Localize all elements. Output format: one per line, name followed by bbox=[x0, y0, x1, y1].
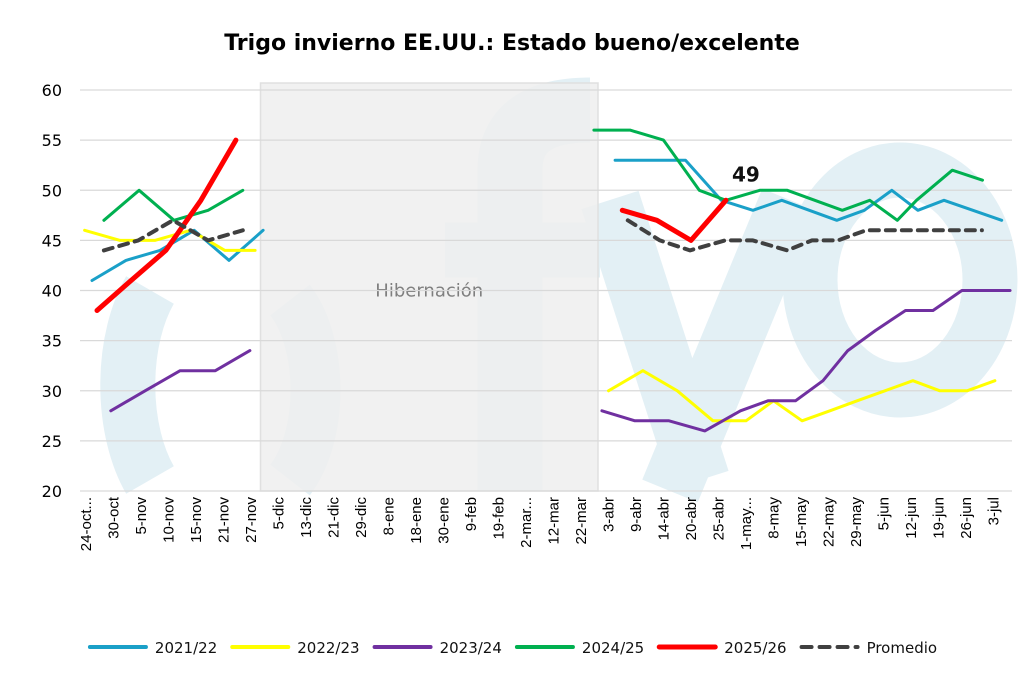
series-line-promedio-segment-1 bbox=[625, 218, 984, 253]
legend-item-promedio: Promedio bbox=[799, 639, 938, 657]
legend-item-2021-22: 2021/22 bbox=[87, 639, 217, 657]
x-tick-label: 9-feb bbox=[463, 497, 480, 531]
x-tick-label: 22-mar bbox=[573, 497, 590, 545]
x-tick-label: 30-ene bbox=[436, 497, 453, 544]
series-line-2021-22-segment-0 bbox=[90, 228, 265, 282]
x-tick-label: 30-oct bbox=[106, 496, 123, 539]
legend-item-2022-23: 2022/23 bbox=[230, 639, 360, 657]
legend-label: 2024/25 bbox=[582, 639, 644, 657]
x-tick-label: 14-abr bbox=[656, 497, 673, 540]
legend-item-2024-25: 2024/25 bbox=[514, 639, 644, 657]
y-tick-label: 40 bbox=[42, 282, 62, 301]
watermark-shape-c bbox=[100, 276, 175, 494]
x-tick-label: 22-may bbox=[821, 497, 838, 548]
series-2024-25 bbox=[102, 128, 984, 222]
x-tick-label: 15-nov bbox=[188, 497, 205, 543]
series-layer bbox=[83, 128, 1012, 433]
x-tick-label: 13-dic bbox=[298, 497, 315, 538]
gridlines bbox=[80, 89, 1012, 492]
series-2023-24 bbox=[109, 289, 1012, 433]
legend-label: 2022/23 bbox=[297, 639, 359, 657]
x-tick-label: 9-abr bbox=[628, 497, 645, 532]
x-tick-label: 20-abr bbox=[683, 497, 700, 540]
x-tick-label: 1-may... bbox=[738, 497, 755, 550]
x-tick-label: 12-mar bbox=[546, 497, 563, 545]
y-axis: 20 25 30 35 40 45 50 55 60 bbox=[42, 81, 62, 501]
y-tick-label: 50 bbox=[42, 181, 62, 200]
series-2025-26 bbox=[94, 137, 729, 313]
data-label-2025-26-last: 49 bbox=[732, 162, 760, 186]
y-tick-label: 55 bbox=[42, 131, 62, 150]
x-tick-label: 12-jun bbox=[903, 497, 920, 539]
series-line-2021-22-segment-1 bbox=[613, 158, 1004, 222]
x-tick-label: 26-jun bbox=[958, 497, 975, 539]
x-tick-label: 19-jun bbox=[931, 497, 948, 539]
legend-item-2025-26: 2025/26 bbox=[656, 639, 787, 657]
series-2021-22 bbox=[90, 158, 1004, 282]
x-tick-label: 3-jul bbox=[986, 497, 1003, 525]
x-tick-label: 25-abr bbox=[711, 497, 728, 540]
x-tick-label: 3-abr bbox=[601, 497, 618, 532]
series-line-promedio-segment-0 bbox=[101, 218, 245, 253]
x-tick-label: 29-dic bbox=[353, 497, 370, 538]
x-tick-label: 8-may bbox=[766, 497, 783, 539]
y-tick-label: 60 bbox=[42, 81, 62, 100]
x-tick-label: 10-nov bbox=[161, 497, 178, 543]
series-line-2023-24-segment-0 bbox=[109, 349, 252, 413]
x-tick-label: 21-dic bbox=[326, 497, 343, 538]
x-tick-label: 18-ene bbox=[408, 497, 425, 544]
x-tick-label: 19-feb bbox=[491, 497, 508, 540]
legend-label: 2021/22 bbox=[155, 639, 217, 657]
legend-label: Promedio bbox=[867, 639, 938, 657]
series-line-2025-26-segment-1 bbox=[619, 197, 729, 243]
y-tick-label: 30 bbox=[42, 382, 62, 401]
x-tick-label: 24-oct... bbox=[78, 497, 95, 551]
series-line-2024-25-segment-0 bbox=[102, 188, 245, 222]
x-tick-label: 5-dic bbox=[271, 497, 288, 530]
series-line-2023-24-segment-1 bbox=[600, 289, 1012, 433]
legend-label: 2023/24 bbox=[440, 639, 502, 657]
x-axis: 24-oct... 30-oct 5-nov 10-nov 15-nov 21-nov 27… bbox=[78, 496, 1003, 551]
series-2022-23 bbox=[83, 228, 997, 423]
watermark-shape-o bbox=[782, 142, 1018, 418]
watermark-shape-y bbox=[581, 188, 818, 503]
legend: 2021/22 2022/23 2023/24 2024/25 2025/26 Prome… bbox=[87, 639, 938, 657]
y-tick-label: 45 bbox=[42, 231, 62, 250]
legend-item-2023-24: 2023/24 bbox=[372, 639, 502, 657]
y-tick-label: 35 bbox=[42, 332, 62, 351]
y-tick-label: 20 bbox=[42, 482, 62, 501]
series-line-2024-25-segment-1 bbox=[592, 128, 984, 222]
series-line-2025-26-segment-0 bbox=[94, 137, 239, 313]
x-tick-label: 15-may bbox=[793, 497, 810, 548]
x-tick-label: 2-mar... bbox=[518, 497, 535, 548]
legend-label: 2025/26 bbox=[724, 639, 786, 657]
y-tick-label: 25 bbox=[42, 432, 62, 451]
hibernation-region bbox=[259, 82, 599, 492]
x-tick-label: 27-nov bbox=[243, 497, 260, 543]
x-tick-label: 8-ene bbox=[381, 497, 398, 535]
x-tick-label: 29-may bbox=[848, 497, 865, 548]
x-tick-label: 5-jun bbox=[876, 497, 893, 530]
x-tick-label: 5-nov bbox=[133, 497, 150, 535]
series-promedio bbox=[101, 218, 984, 253]
x-tick-label: 21-nov bbox=[216, 497, 233, 543]
series-line-2022-23-segment-1 bbox=[607, 369, 997, 423]
series-line-2022-23-segment-0 bbox=[83, 228, 257, 252]
chart-title: Trigo invierno EE.UU.: Estado bueno/exce… bbox=[224, 31, 800, 56]
